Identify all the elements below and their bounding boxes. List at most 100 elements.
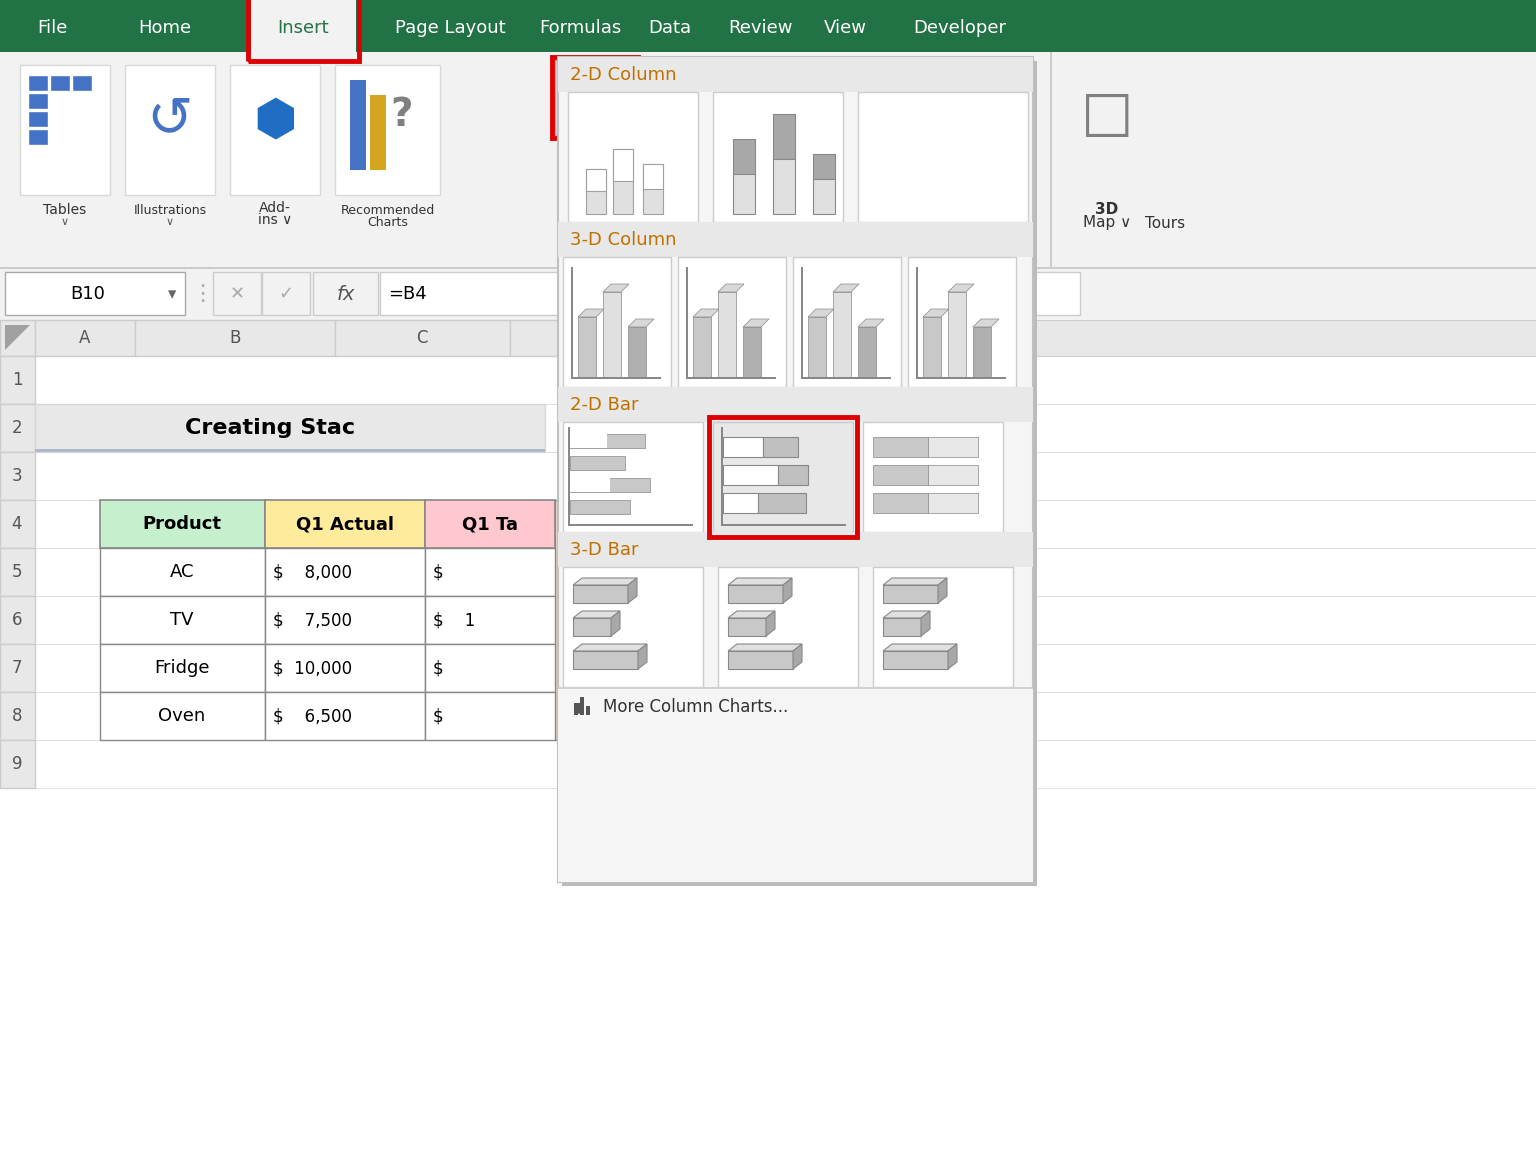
Bar: [558, 57, 1034, 882]
Text: 2-D Bar: 2-D Bar: [570, 396, 639, 414]
Bar: [713, 93, 843, 222]
Text: $    8,000: $ 8,000: [273, 563, 352, 581]
Bar: [51, 75, 71, 91]
Text: Illustrations: Illustrations: [134, 204, 206, 216]
Bar: [100, 644, 266, 692]
Bar: [28, 93, 48, 109]
Bar: [872, 493, 928, 513]
Bar: [72, 128, 92, 145]
Bar: [28, 111, 48, 127]
Text: 3-D Column: 3-D Column: [570, 231, 676, 249]
Text: ∨: ∨: [751, 126, 760, 140]
Bar: [570, 478, 650, 492]
Bar: [72, 93, 92, 109]
Bar: [568, 524, 693, 526]
Bar: [568, 427, 570, 524]
Text: ∨: ∨: [61, 218, 69, 227]
Bar: [908, 257, 1015, 386]
Bar: [587, 169, 607, 191]
Bar: [35, 404, 720, 452]
Bar: [20, 65, 111, 196]
Bar: [100, 596, 266, 644]
Bar: [728, 585, 783, 603]
Bar: [35, 596, 720, 644]
Bar: [35, 548, 720, 596]
Bar: [568, 93, 697, 222]
Bar: [685, 692, 1536, 740]
Text: Q1 Ta: Q1 Ta: [462, 515, 518, 533]
Bar: [0, 320, 35, 356]
Bar: [100, 692, 266, 740]
Text: AC: AC: [170, 563, 194, 581]
Bar: [0, 52, 1536, 267]
Text: B: B: [229, 329, 241, 347]
Bar: [35, 452, 720, 500]
Polygon shape: [883, 578, 948, 585]
Polygon shape: [628, 319, 654, 327]
Bar: [266, 596, 425, 644]
Text: ▾: ▾: [167, 285, 177, 303]
Polygon shape: [573, 644, 647, 651]
Bar: [628, 327, 647, 377]
Text: fx: fx: [336, 285, 355, 303]
Bar: [0, 356, 35, 404]
Bar: [135, 320, 335, 356]
Bar: [51, 93, 71, 109]
Bar: [883, 618, 922, 636]
Bar: [928, 493, 978, 513]
Bar: [813, 154, 836, 179]
Text: Add-: Add-: [260, 201, 290, 215]
Bar: [685, 356, 1536, 404]
Bar: [558, 687, 1034, 690]
Text: ⋮: ⋮: [190, 283, 214, 304]
Text: Creating Stac: Creating Stac: [184, 418, 355, 439]
Bar: [247, 0, 359, 61]
Text: File: File: [37, 19, 68, 37]
Text: 7: 7: [12, 659, 22, 677]
Text: $: $: [433, 563, 444, 581]
Bar: [928, 465, 978, 485]
Bar: [685, 596, 1536, 644]
Text: Fridge: Fridge: [154, 659, 210, 677]
Bar: [685, 644, 1536, 692]
Bar: [687, 377, 776, 379]
Text: A: A: [80, 329, 91, 347]
Bar: [35, 500, 720, 548]
Bar: [677, 257, 786, 386]
Bar: [0, 740, 35, 788]
Polygon shape: [743, 319, 770, 327]
Bar: [35, 356, 720, 404]
Bar: [570, 478, 610, 492]
Bar: [713, 422, 852, 532]
Bar: [558, 532, 1034, 567]
Bar: [230, 65, 319, 196]
Bar: [335, 320, 510, 356]
Bar: [650, 103, 674, 125]
Bar: [883, 651, 948, 669]
Bar: [313, 272, 378, 315]
Bar: [5, 272, 184, 315]
Polygon shape: [948, 644, 957, 669]
Bar: [650, 78, 685, 100]
Bar: [859, 327, 876, 377]
Bar: [720, 427, 723, 524]
Bar: [872, 465, 928, 485]
Bar: [723, 493, 757, 513]
Bar: [558, 222, 1034, 257]
Bar: [554, 500, 614, 740]
Bar: [124, 65, 215, 196]
Bar: [723, 465, 779, 485]
Text: 2: 2: [12, 419, 23, 437]
Bar: [72, 75, 92, 91]
Bar: [644, 164, 664, 214]
Bar: [0, 267, 1536, 268]
Text: ▮: ▮: [574, 700, 582, 714]
Bar: [599, 82, 614, 120]
Text: Product: Product: [143, 515, 221, 533]
Text: ∨: ∨: [166, 218, 174, 227]
Bar: [578, 317, 596, 377]
Bar: [0, 267, 1536, 320]
Polygon shape: [859, 319, 885, 327]
Text: Page Layout: Page Layout: [395, 19, 505, 37]
Text: 5: 5: [12, 563, 22, 581]
